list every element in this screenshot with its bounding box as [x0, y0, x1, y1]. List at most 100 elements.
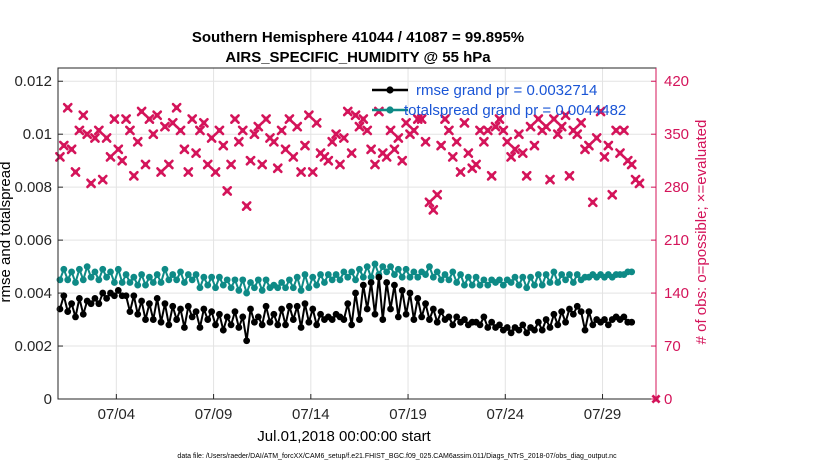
- point-rmse: [628, 318, 636, 326]
- series-rmse: [56, 273, 636, 345]
- point-obs: [55, 151, 65, 162]
- point-obs: [280, 144, 291, 155]
- point-rmse: [359, 281, 367, 289]
- point-spread: [562, 276, 569, 284]
- point-rmse: [79, 310, 87, 318]
- point-obs: [311, 117, 322, 128]
- point-rmse: [254, 313, 262, 321]
- point-obs: [560, 110, 571, 121]
- point-spread: [157, 279, 165, 286]
- point-rmse: [542, 316, 550, 323]
- point-obs: [447, 151, 458, 162]
- point-obs: [78, 110, 89, 121]
- point-rmse: [173, 316, 181, 323]
- point-rmse: [534, 318, 542, 326]
- point-obs: [241, 201, 252, 211]
- point-spread: [480, 276, 488, 284]
- point-obs: [249, 129, 260, 140]
- point-obs: [70, 167, 81, 177]
- point-spread: [558, 271, 566, 278]
- point-obs: [74, 125, 85, 136]
- point-obs: [268, 136, 279, 147]
- point-rmse: [192, 308, 200, 316]
- point-spread: [391, 271, 398, 278]
- point-obs: [253, 121, 264, 132]
- point-spread: [538, 281, 546, 289]
- point-spread: [219, 281, 227, 289]
- point-obs: [97, 174, 108, 185]
- point-obs: [529, 140, 540, 151]
- point-rmse: [562, 318, 569, 326]
- point-spread: [379, 263, 387, 270]
- point-obs: [486, 170, 497, 181]
- point-obs: [436, 140, 447, 151]
- point-obs: [93, 125, 104, 136]
- point-rmse: [383, 279, 391, 286]
- point-obs: [533, 114, 544, 124]
- point-spread: [177, 268, 184, 276]
- point-obs: [66, 144, 77, 155]
- x-axis: 07/04 07/09 07/14 07/19 07/24 07/29: [98, 394, 621, 423]
- point-spread: [293, 273, 301, 281]
- y2-tick-label: 280: [664, 179, 689, 196]
- point-obs: [346, 148, 357, 159]
- point-rmse: [566, 305, 573, 313]
- point-rmse: [301, 300, 309, 308]
- point-spread: [75, 265, 83, 273]
- point-rmse: [258, 321, 266, 329]
- point-obs: [389, 144, 400, 155]
- point-obs: [482, 125, 493, 136]
- point-spread: [476, 281, 484, 289]
- point-spread: [297, 287, 305, 294]
- point-obs: [408, 125, 419, 136]
- point-obs: [58, 140, 69, 151]
- point-rmse: [577, 308, 585, 316]
- point-rmse: [344, 300, 352, 308]
- point-obs: [420, 136, 431, 147]
- point-rmse: [515, 326, 523, 334]
- point-rmse: [340, 316, 348, 323]
- point-obs: [276, 125, 287, 136]
- point-spread: [130, 273, 138, 281]
- point-rmse: [266, 318, 274, 326]
- point-obs: [152, 110, 163, 121]
- point-rmse: [142, 316, 149, 323]
- point-obs: [331, 129, 341, 140]
- point-spread: [511, 273, 519, 281]
- point-obs: [432, 189, 443, 200]
- point-obs: [338, 133, 349, 143]
- point-obs: [549, 114, 559, 124]
- point-rmse: [581, 326, 589, 334]
- y-axis-left: 0 0.002 0.004 0.006 0.008 0.01 0.012: [14, 73, 63, 408]
- point-rmse: [87, 300, 95, 308]
- point-obs: [62, 102, 73, 113]
- point-obs: [187, 114, 198, 124]
- point-spread: [554, 279, 562, 286]
- point-rmse: [437, 308, 445, 316]
- y-tick-label: 0.01: [23, 126, 52, 143]
- point-obs: [587, 197, 598, 208]
- y-tick-label: 0.004: [14, 285, 52, 302]
- point-spread: [138, 271, 146, 278]
- point-rmse: [453, 313, 461, 321]
- point-obs: [210, 167, 221, 177]
- point-spread: [457, 271, 464, 278]
- point-rmse: [523, 329, 531, 337]
- point-rmse: [134, 310, 142, 318]
- point-spread: [332, 271, 340, 278]
- y-tick-label: 0.002: [14, 338, 52, 355]
- point-rmse: [184, 302, 192, 310]
- point-spread: [142, 281, 149, 289]
- point-spread: [200, 273, 208, 281]
- point-obs: [498, 125, 509, 136]
- point-spread: [519, 273, 527, 281]
- point-rmse: [406, 289, 414, 297]
- point-rmse: [398, 287, 406, 294]
- point-spread: [348, 268, 356, 276]
- point-obs: [428, 204, 439, 215]
- point-obs: [366, 144, 376, 155]
- point-spread: [406, 273, 414, 281]
- point-spread: [324, 271, 332, 278]
- point-rmse: [181, 324, 188, 331]
- point-spread: [239, 276, 247, 284]
